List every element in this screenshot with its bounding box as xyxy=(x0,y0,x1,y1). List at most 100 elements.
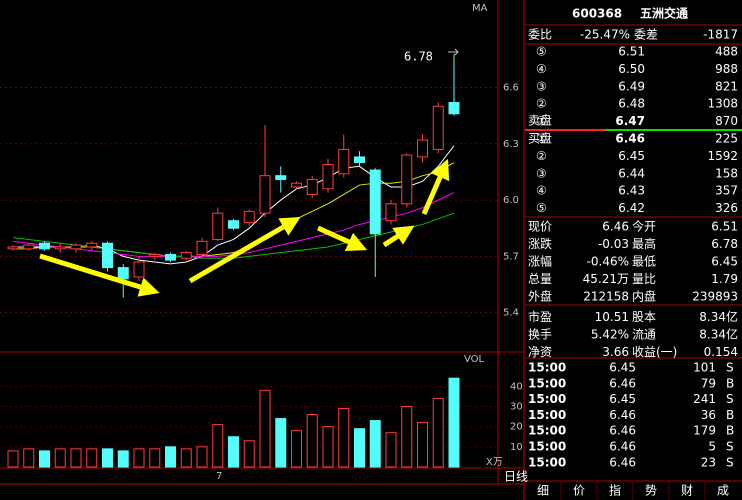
stat-value: 212158 xyxy=(583,290,629,304)
trade-volume: 241 xyxy=(693,392,716,406)
candle-body xyxy=(275,175,287,180)
volume-bar xyxy=(196,446,208,468)
candle-body xyxy=(291,182,302,188)
trend-arrows xyxy=(39,158,450,297)
stat-value: 8.34亿 xyxy=(699,309,738,324)
trade-side: S xyxy=(726,440,734,454)
stat-label: 现价 xyxy=(528,220,552,234)
volume-bar xyxy=(306,414,318,468)
volume-bar xyxy=(54,448,66,468)
level-price: 6.46 xyxy=(615,132,645,146)
tab[interactable]: 细 xyxy=(537,484,549,498)
level-volume: 821 xyxy=(715,79,738,93)
period[interactable]: 日线 xyxy=(504,470,528,484)
trade-time: 15:00 xyxy=(528,424,566,438)
volume-bar xyxy=(354,428,365,468)
stat-value: 6.78 xyxy=(711,237,738,251)
candle-body xyxy=(39,242,50,250)
trade-time: 15:00 xyxy=(528,440,566,454)
level-price: 6.45 xyxy=(618,149,645,163)
level-volume: 158 xyxy=(715,166,738,180)
wc-label: 委差 xyxy=(634,28,658,42)
trade-price: 6.46 xyxy=(609,376,636,390)
level-price: 6.47 xyxy=(615,114,645,128)
trade-time: 15:00 xyxy=(528,392,566,406)
level-index: ⑤ xyxy=(536,201,547,215)
volume-bar xyxy=(149,448,161,468)
trade-volume: 5 xyxy=(708,440,716,454)
stat-label: 市盈 xyxy=(528,309,552,324)
trade-price: 6.46 xyxy=(609,455,636,469)
trade-side: B xyxy=(726,424,734,438)
stat-value: 45.21万 xyxy=(583,272,629,286)
stat-value: 3.66 xyxy=(602,345,629,359)
volume-bar xyxy=(432,397,444,468)
tab[interactable]: 指 xyxy=(609,483,621,498)
trade-side: S xyxy=(726,455,734,469)
stat-value: -0.03 xyxy=(598,237,629,251)
volume-bar xyxy=(212,424,224,468)
candle-body xyxy=(196,240,208,255)
tab[interactable]: 财 xyxy=(681,484,693,498)
candle-body xyxy=(23,244,35,250)
level-volume: 988 xyxy=(715,62,738,76)
stat-label: 换手 xyxy=(528,328,552,342)
level-price: 6.44 xyxy=(618,166,645,180)
stat-label: 最高 xyxy=(632,236,656,251)
candle-body xyxy=(70,244,82,250)
level-index: ① xyxy=(536,114,547,128)
trade-volume: 36 xyxy=(701,408,716,422)
volume-bar xyxy=(117,450,129,468)
trade-price: 6.45 xyxy=(609,361,636,375)
wb-label: 委比 xyxy=(528,28,552,42)
tab[interactable]: 价 xyxy=(573,484,585,498)
tab[interactable]: 势 xyxy=(645,484,657,498)
candle-body xyxy=(133,261,145,278)
stat-value: 239893 xyxy=(692,290,738,304)
candle-body xyxy=(228,220,239,229)
volume-bar xyxy=(338,407,350,468)
vol-tick-label: 10 xyxy=(510,442,523,453)
level-volume: 225 xyxy=(715,132,738,146)
level-price: 6.50 xyxy=(618,62,645,76)
y-tick-label: 6.3 xyxy=(503,139,519,150)
stat-label: 股本 xyxy=(632,310,656,324)
stat-value: 6.51 xyxy=(711,220,738,234)
level-volume: 1308 xyxy=(707,97,738,111)
vol-tick-label: 20 xyxy=(510,422,523,433)
level-index: ④ xyxy=(536,62,547,76)
volume-bar xyxy=(23,448,35,468)
y-tick-label: 6.0 xyxy=(503,195,519,206)
trade-price: 6.46 xyxy=(609,440,636,454)
tab[interactable]: 成 xyxy=(717,484,729,498)
buy-label: 买盘 xyxy=(528,131,552,146)
level-index: ④ xyxy=(536,184,547,198)
y-tick-label: 5.4 xyxy=(503,308,519,319)
candle-body xyxy=(86,242,98,248)
candle-body xyxy=(243,210,255,224)
trade-volume: 79 xyxy=(701,376,716,390)
stat-label: 最低 xyxy=(632,255,656,269)
trade-side: S xyxy=(726,392,734,406)
high-pointer xyxy=(448,48,459,56)
volume-bar xyxy=(39,450,50,468)
stat-value: 6.46 xyxy=(602,220,629,234)
candle-body xyxy=(322,163,334,190)
trade-time: 15:00 xyxy=(528,376,566,390)
level-index: ③ xyxy=(536,79,547,93)
candle-body xyxy=(180,252,192,259)
candle-body xyxy=(102,242,113,269)
candle-body xyxy=(149,253,161,257)
quote-panel: ⑤ 6.51 488 ④ 6.50 988 ③ 6.49 821 ② 6.48 1308 ① 6.47 87… xyxy=(528,45,738,500)
high-annotation: 6.78 xyxy=(404,50,433,64)
stat-value: -0.46% xyxy=(587,255,629,269)
volume-bar xyxy=(102,448,113,468)
level-price: 6.51 xyxy=(618,45,645,59)
x-label: 7 xyxy=(216,471,222,482)
stock-name: 五洲交通 xyxy=(640,6,688,21)
candle-body xyxy=(306,178,318,195)
volume-bar xyxy=(70,448,82,468)
